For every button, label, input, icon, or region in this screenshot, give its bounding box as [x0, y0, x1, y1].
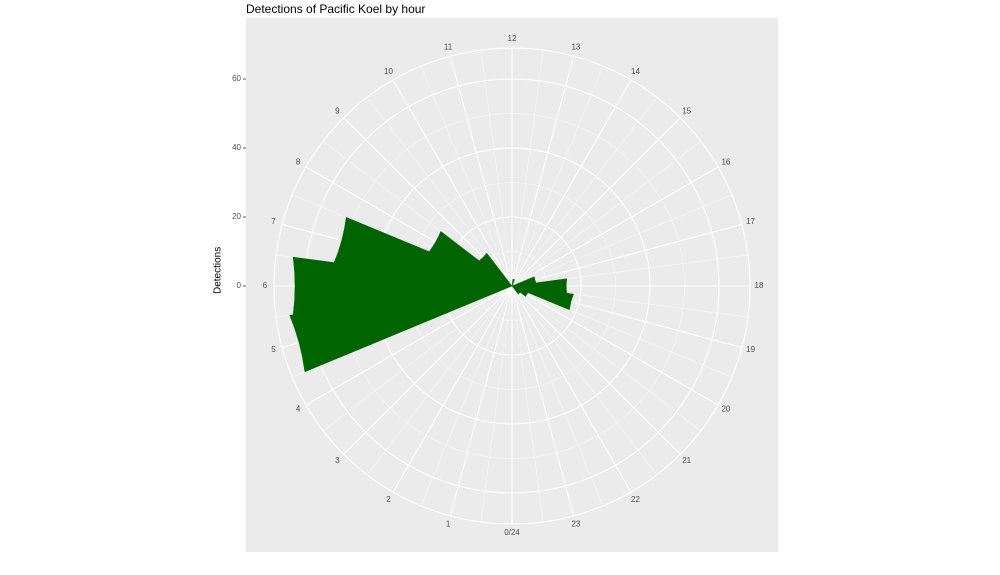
minor-grid-spoke: [420, 285, 513, 506]
hour-label: 4: [296, 405, 301, 414]
minor-grid-spoke: [511, 96, 658, 287]
hour-label: 8: [296, 158, 301, 167]
minor-grid-spoke: [480, 49, 513, 287]
hour-label: 22: [631, 495, 640, 504]
chart-title: Detections of Pacific Koel by hour: [246, 2, 426, 16]
hour-label: 14: [631, 67, 640, 76]
bar-hour-6: [292, 256, 513, 316]
hour-label: 6: [263, 281, 268, 290]
bar-hour-13: [511, 278, 515, 287]
minor-grid-spoke: [480, 285, 513, 523]
minor-grid-spoke: [511, 285, 544, 523]
major-grid-spoke: [511, 223, 743, 287]
major-grid-spoke: [449, 55, 513, 287]
minor-grid-spoke: [420, 66, 513, 287]
hour-label: 19: [746, 345, 755, 354]
hour-label: 18: [755, 281, 764, 290]
minor-grid-spoke: [511, 285, 702, 432]
minor-grid-spoke: [511, 285, 658, 476]
major-grid-spoke: [511, 285, 575, 517]
minor-grid-spoke: [322, 285, 513, 432]
minor-grid-spoke: [511, 49, 544, 287]
hour-label: 17: [746, 217, 755, 226]
bar-hour-19: [511, 285, 574, 311]
hour-label: 13: [571, 43, 580, 52]
hour-label: 9: [335, 106, 340, 115]
major-grid-spoke: [511, 166, 719, 287]
major-grid-spoke: [449, 285, 513, 517]
bar-hour-5: [289, 285, 513, 373]
y-tick-label: 20: [232, 212, 241, 221]
hour-label: 1: [446, 520, 451, 529]
bar-hour-9: [478, 252, 513, 287]
hour-label: 11: [444, 43, 453, 52]
hour-labels: 0/24123456789101112131415161718192021222…: [263, 34, 764, 537]
y-tick-label: 40: [232, 143, 241, 152]
bar-hour-7: [333, 217, 513, 287]
minor-grid-spoke: [511, 140, 702, 287]
hour-label: 5: [271, 345, 276, 354]
major-grid-spoke: [392, 285, 513, 493]
major-grid-spoke: [511, 285, 632, 493]
bar-hour-8: [428, 231, 513, 287]
y-axis: 0 20 40 60: [232, 74, 246, 290]
hour-label: 0/24: [504, 528, 520, 537]
minor-grid-spoke: [511, 285, 604, 506]
minor-grid-spoke: [511, 66, 604, 287]
bars: [289, 217, 574, 373]
bar-hour-20: [511, 285, 529, 297]
major-grid-spoke: [392, 79, 513, 287]
major-grid-spoke: [511, 285, 719, 406]
hour-label: 20: [721, 405, 730, 414]
minor-grid-spoke: [366, 285, 513, 476]
bar-hour-21: [511, 285, 521, 295]
hour-label: 2: [386, 495, 391, 504]
hour-label: 16: [721, 158, 730, 167]
minor-grid-spoke: [511, 194, 732, 287]
major-grid-spoke: [511, 117, 681, 287]
hour-label: 12: [508, 34, 517, 43]
hour-label: 3: [335, 456, 340, 465]
y-tick-label: 0: [237, 281, 242, 290]
hour-label: 21: [682, 456, 691, 465]
hour-label: 10: [384, 67, 393, 76]
hour-label: 23: [571, 520, 580, 529]
hour-label: 7: [271, 217, 276, 226]
hour-label: 15: [682, 106, 691, 115]
major-grid-spoke: [511, 79, 632, 287]
major-grid-spoke: [511, 55, 575, 287]
major-grid-spoke: [305, 285, 513, 406]
major-grid-spoke: [343, 285, 513, 455]
major-grid-spoke: [511, 285, 681, 455]
y-tick-label: 60: [232, 74, 241, 83]
grid: [273, 47, 751, 525]
